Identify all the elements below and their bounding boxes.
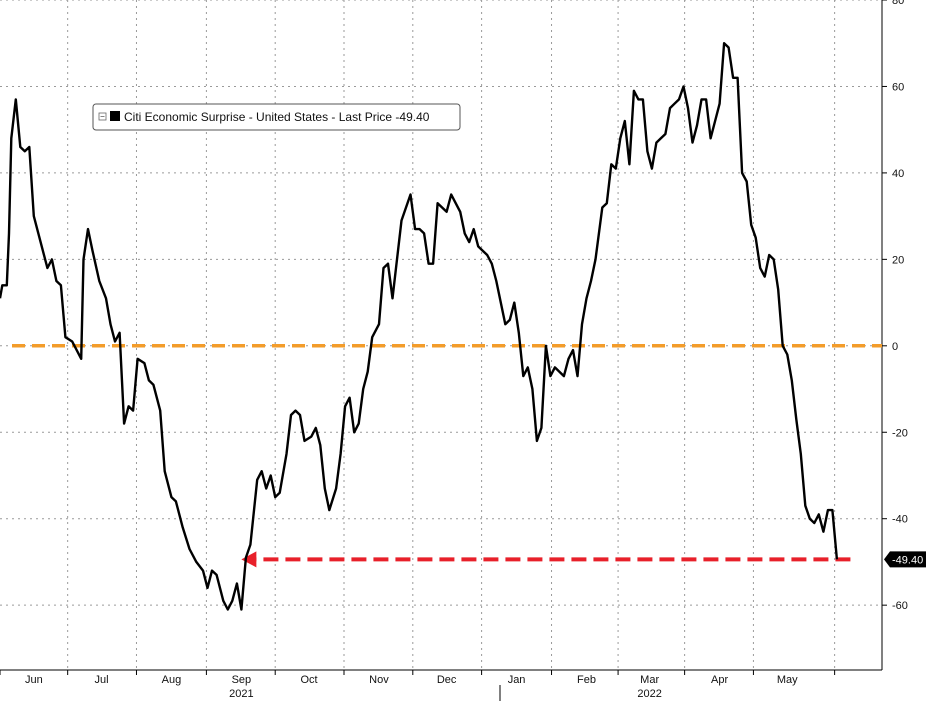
y-tick-label: 80 xyxy=(892,0,904,7)
y-tick-label: -40 xyxy=(892,514,908,526)
legend-frame xyxy=(92,103,461,131)
x-tick-label: Feb xyxy=(577,674,596,686)
y-tick-label: -20 xyxy=(892,427,908,439)
x-tick-label: Dec xyxy=(437,674,457,686)
series-line xyxy=(0,42,839,611)
y-tick-label: 60 xyxy=(892,81,904,93)
y-tick-label: 40 xyxy=(892,168,904,180)
last-value-tag: -49.40 xyxy=(884,551,926,568)
year-label: 2022 xyxy=(637,688,661,700)
x-tick-label: Mar xyxy=(640,674,659,686)
x-tick-label: Jun xyxy=(25,674,43,686)
legend-swatch xyxy=(110,111,120,121)
last-value-tag-text: -49.40 xyxy=(892,554,923,566)
y-tick-label: -60 xyxy=(892,600,908,612)
x-tick-label: Sep xyxy=(232,674,252,686)
x-tick-label: Jul xyxy=(94,674,108,686)
x-tick-label: Aug xyxy=(162,674,182,686)
year-label: 2021 xyxy=(229,688,253,700)
legend: Citi Economic Surprise - United States -… xyxy=(92,103,461,131)
y-tick-label: 20 xyxy=(892,254,904,266)
x-tick-label: Jan xyxy=(508,674,526,686)
arrow-head xyxy=(241,551,257,568)
x-tick-label: Nov xyxy=(369,674,389,686)
gridlines xyxy=(0,0,882,670)
last-value-tag-bg xyxy=(884,551,926,568)
legend-label: Citi Economic Surprise - United States -… xyxy=(124,110,430,124)
x-tick-label: Oct xyxy=(300,674,317,686)
x-tick-label: May xyxy=(777,674,798,686)
y-tick-label: 0 xyxy=(892,341,898,353)
x-tick-label: Apr xyxy=(711,674,728,686)
